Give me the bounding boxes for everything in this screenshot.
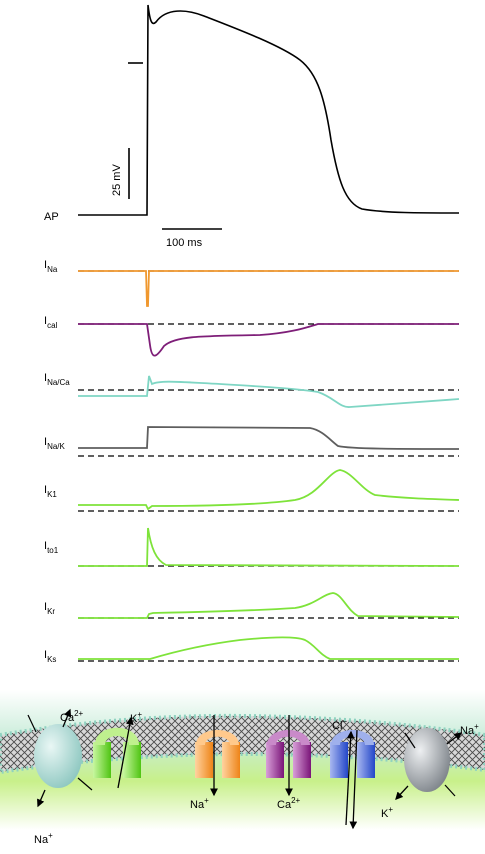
label-na-pump: Na+	[460, 722, 479, 737]
current-label-ik1: IK1	[44, 484, 57, 499]
ca-channel-purple	[266, 730, 311, 778]
trace-ikr	[78, 592, 460, 619]
trace-inak	[78, 426, 460, 450]
current-label-ito1: Ito1	[44, 540, 59, 555]
arrow-cl-out	[345, 730, 355, 826]
trace-iks	[78, 636, 459, 660]
label-cl: Cl−	[332, 717, 347, 732]
current-label-iks: IKs	[44, 649, 56, 664]
exchanger-arrow-na	[37, 789, 46, 808]
pump-arrow-k	[395, 785, 409, 800]
action-potential-trace	[78, 4, 460, 216]
current-label-ikr: IKr	[44, 601, 55, 616]
arrow-cl-in	[349, 729, 358, 830]
trace-ical	[78, 323, 459, 357]
trace-ito1	[78, 527, 460, 567]
action-potential-panel: 25 mV 100 ms AP	[44, 4, 460, 249]
na-channel-orange	[195, 730, 240, 778]
current-traces: INa Ical INa/Ca INa/K IK1 Ito1 IKr IKs	[44, 259, 460, 664]
current-label-inak: INa/K	[44, 436, 66, 451]
exchanger-ellipse	[34, 724, 82, 788]
current-label-ical: Ical	[44, 315, 58, 330]
trace-ina	[78, 270, 459, 307]
exchanger-tick-2	[77, 777, 93, 791]
label-k-channel: K+	[130, 710, 142, 725]
pump-arrow-na	[446, 732, 463, 745]
label-ca-channel: Ca2+	[277, 796, 301, 811]
exchanger-arrow-ca	[62, 708, 72, 728]
arrow-k-out	[117, 716, 134, 789]
pump-tick-2	[444, 784, 456, 797]
trace-inaca	[78, 375, 460, 408]
membrane-schematic: Ca2+ Na+ K+ Na+ Ca2+	[0, 690, 485, 846]
time-scale-label: 100 ms	[166, 237, 203, 249]
cl-channel-blue	[330, 730, 375, 778]
label-ca-exchanger: Ca2+	[60, 709, 84, 724]
label-k-pump: K+	[381, 805, 393, 820]
pump-tick-1	[404, 732, 416, 749]
voltage-scale-label: 25 mV	[111, 164, 123, 196]
exchanger-tick-1	[27, 714, 37, 733]
label-na-channel: Na+	[190, 796, 209, 811]
ap-label: AP	[44, 211, 59, 223]
label-na-exchanger: Na+	[34, 831, 53, 846]
current-label-ina: INa	[44, 259, 58, 274]
trace-ik1	[78, 469, 460, 511]
pump-ellipse	[404, 728, 450, 792]
current-label-inaca: INa/Ca	[44, 372, 70, 387]
